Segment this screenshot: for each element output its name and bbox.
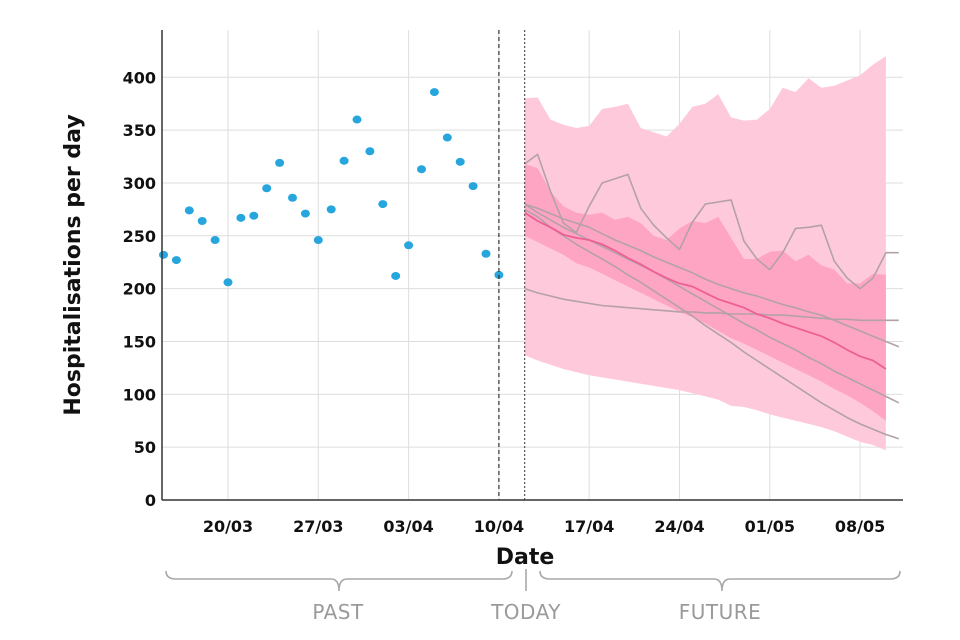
- observed-point: [417, 165, 426, 174]
- x-tick-label: 03/04: [383, 517, 433, 536]
- y-tick-label: 50: [134, 438, 156, 457]
- observed-point: [429, 88, 439, 97]
- y-tick-label: 400: [123, 68, 156, 87]
- x-axis-title: Date: [496, 545, 555, 570]
- future-brace: [539, 570, 901, 592]
- observed-point: [159, 250, 168, 259]
- median-line: [524, 211, 887, 370]
- trajectory-line: [524, 208, 900, 440]
- past-brace: [165, 570, 513, 592]
- observed-point: [197, 217, 207, 226]
- y-tick-label: 0: [145, 491, 156, 510]
- y-tick-label: 200: [123, 280, 156, 299]
- observed-point: [391, 271, 401, 280]
- x-tick-label: 17/04: [564, 517, 614, 536]
- x-tick-label: 27/03: [293, 517, 343, 536]
- observed-point: [404, 241, 414, 250]
- observed-point: [442, 133, 452, 142]
- observed-point: [249, 211, 259, 220]
- forecast-median: [524, 211, 887, 370]
- observed-point: [352, 115, 362, 124]
- observed-point: [171, 256, 181, 265]
- y-tick-label: 250: [123, 227, 156, 246]
- observed-point: [262, 184, 272, 193]
- observed-point: [275, 158, 285, 167]
- period-braces: [165, 569, 901, 592]
- y-axis-title: Hospitalisations per day: [61, 114, 86, 415]
- observed-point: [365, 147, 375, 156]
- y-tick-label: 150: [123, 332, 156, 351]
- x-tick-label: 20/03: [203, 517, 253, 536]
- x-tick-label: 10/04: [474, 517, 524, 536]
- y-tick-label: 300: [123, 174, 156, 193]
- x-tick-label: 01/05: [745, 517, 795, 536]
- past-label: PAST: [312, 600, 364, 624]
- observed-point: [468, 182, 478, 191]
- observed-point: [210, 236, 220, 245]
- observed-points: [159, 88, 504, 287]
- x-tick-label: 24/04: [654, 517, 704, 536]
- observed-point: [313, 236, 323, 245]
- observed-point: [481, 249, 491, 258]
- observed-point: [339, 156, 349, 165]
- observed-point: [300, 209, 310, 218]
- trajectory-line: [524, 203, 900, 348]
- future-label: FUTURE: [679, 600, 762, 624]
- y-tick-label: 350: [123, 121, 156, 140]
- date-markers: [498, 30, 526, 500]
- observed-point: [184, 206, 194, 215]
- tick-labels: 0 50 100 150 200 250 300 350 400 20/03 27/03 03/04 1…: [123, 68, 886, 536]
- observed-point: [455, 157, 465, 166]
- observed-point: [236, 213, 246, 222]
- observed-point: [378, 200, 388, 209]
- trajectory-line: [524, 287, 899, 322]
- observed-point: [494, 270, 504, 279]
- observed-point: [326, 205, 336, 214]
- y-tick-label: 100: [123, 385, 156, 404]
- axes: [161, 30, 903, 501]
- trajectory-line: [524, 153, 899, 290]
- observed-point: [288, 193, 297, 202]
- x-tick-label: 08/05: [835, 517, 885, 536]
- today-label: TODAY: [490, 600, 561, 624]
- observed-point: [223, 278, 233, 287]
